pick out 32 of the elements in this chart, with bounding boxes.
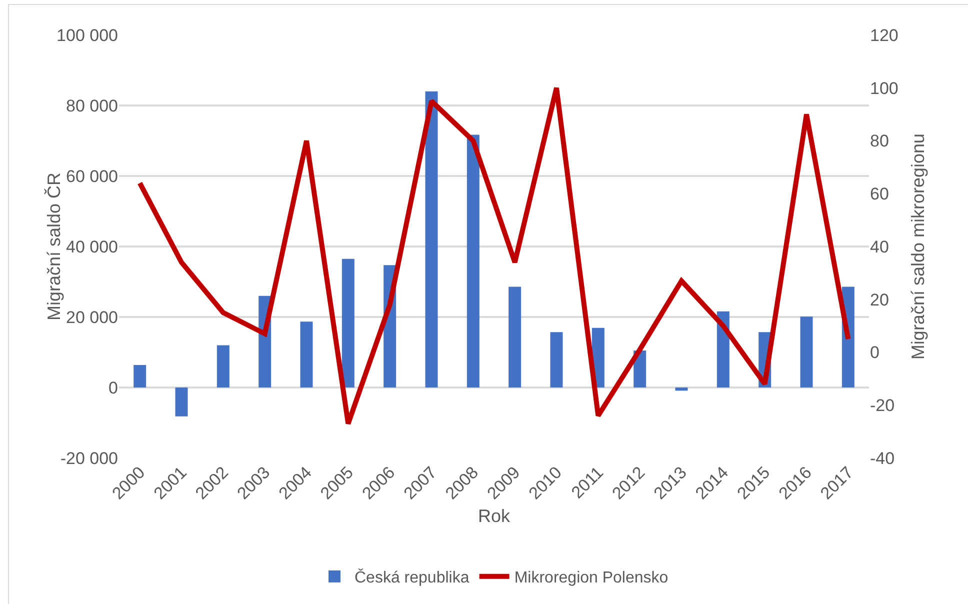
- y2-tick-label: 120: [870, 26, 898, 45]
- y-tick-label: 60 000: [66, 166, 118, 186]
- y2-axis-title: Migrační saldo mikroregionu: [908, 133, 928, 360]
- bar: [550, 332, 563, 388]
- y-tick-label: 0: [108, 378, 118, 398]
- y-tick-label: 20 000: [66, 308, 118, 327]
- y2-tick-label: 100: [870, 78, 898, 98]
- bar: [300, 322, 313, 388]
- y-tick-label: 80 000: [66, 96, 118, 116]
- y2-tick-label: -20: [870, 396, 895, 416]
- y2-tick-label: 20: [870, 290, 889, 310]
- y-tick-label: -20 000: [60, 448, 118, 468]
- y2-tick-label: 60: [870, 184, 889, 204]
- y2-tick-label: 80: [870, 132, 889, 151]
- bar: [134, 364, 146, 388]
- y-tick-label: 100 000: [56, 26, 118, 45]
- y2-tick-label: 40: [870, 237, 889, 256]
- x-axis-title: Rok: [478, 506, 511, 526]
- bar: [508, 286, 522, 388]
- bar: [466, 134, 480, 388]
- bar: [175, 388, 188, 416]
- legend-label: Česká republika: [354, 568, 470, 587]
- y2-tick-label: -40: [870, 448, 895, 468]
- bar: [216, 345, 230, 388]
- y-tick-label: 40 000: [66, 237, 118, 256]
- legend-label: Mikroregion Polensko: [514, 570, 668, 587]
- bar: [675, 388, 688, 391]
- y-axis-title: Migrační saldo ČR: [44, 172, 64, 321]
- bar: [425, 91, 438, 388]
- y2-tick-label: 0: [870, 343, 880, 362]
- bar: [342, 258, 354, 388]
- bar: [800, 316, 813, 388]
